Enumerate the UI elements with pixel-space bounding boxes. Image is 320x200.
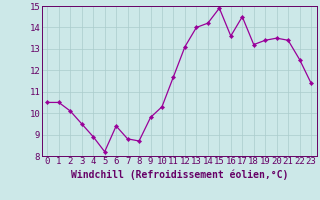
X-axis label: Windchill (Refroidissement éolien,°C): Windchill (Refroidissement éolien,°C) xyxy=(70,169,288,180)
